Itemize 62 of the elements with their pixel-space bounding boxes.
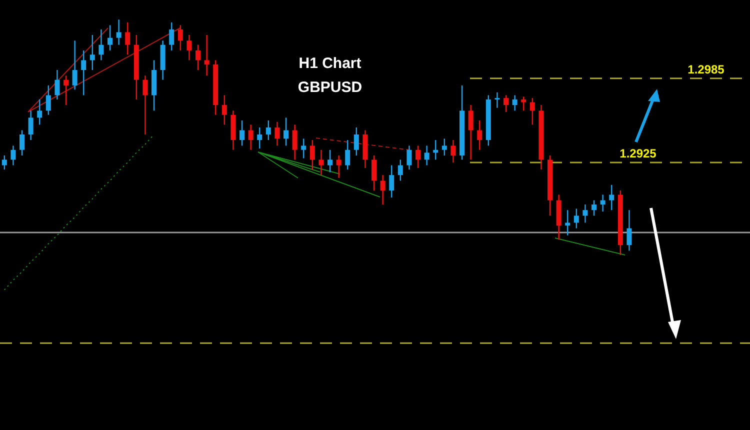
candlestick bbox=[28, 110, 34, 141]
candlestick bbox=[46, 84, 51, 116]
ref-line-label: 1.2925 bbox=[620, 146, 657, 160]
candlestick bbox=[2, 154, 7, 170]
candlestick bbox=[90, 34, 95, 71]
candlestick bbox=[292, 124, 298, 160]
candlestick bbox=[266, 120, 271, 141]
candlestick bbox=[204, 34, 210, 76]
candlestick bbox=[196, 44, 200, 71]
candlestick bbox=[318, 149, 324, 176]
candlestick bbox=[169, 22, 174, 52]
candlestick bbox=[416, 145, 420, 169]
candlestick bbox=[222, 94, 227, 126]
candlestick bbox=[424, 145, 430, 166]
candlestick bbox=[477, 120, 482, 150]
candlestick bbox=[64, 75, 68, 106]
text: GBPUSD bbox=[298, 79, 362, 96]
candlestick bbox=[512, 94, 518, 112]
candlestick bbox=[125, 22, 130, 56]
candlestick bbox=[468, 104, 474, 160]
candlestick bbox=[240, 120, 244, 146]
candlestick bbox=[504, 94, 508, 113]
candlestick bbox=[609, 184, 614, 211]
candlestick bbox=[248, 124, 254, 150]
candlestick bbox=[345, 139, 350, 170]
candlestick bbox=[354, 126, 359, 156]
candlestick bbox=[380, 174, 386, 206]
candlestick bbox=[442, 138, 447, 156]
candlestick bbox=[10, 145, 16, 166]
candlestick bbox=[310, 139, 315, 170]
candlestick bbox=[116, 19, 122, 46]
candlestick bbox=[398, 159, 403, 182]
candlestick bbox=[600, 194, 606, 212]
candlestick bbox=[406, 145, 412, 170]
candlestick bbox=[257, 126, 262, 150]
candlestick bbox=[108, 24, 112, 52]
candlestick bbox=[178, 24, 183, 52]
candlestick bbox=[72, 40, 78, 90]
candlestick bbox=[20, 130, 24, 156]
candlestick bbox=[494, 92, 500, 108]
candlestick bbox=[284, 117, 288, 146]
candlestick bbox=[81, 50, 86, 96]
candlestick bbox=[54, 69, 60, 100]
ref-line-label: 1.2985 bbox=[688, 62, 725, 76]
candlestick bbox=[336, 154, 342, 178]
candlestick bbox=[37, 98, 42, 126]
candlestick bbox=[186, 34, 192, 61]
candlestick bbox=[450, 139, 456, 164]
candlestick bbox=[301, 138, 306, 159]
candlestick bbox=[274, 121, 280, 146]
candlestick bbox=[98, 28, 104, 61]
candlestick bbox=[372, 154, 376, 192]
candlestick bbox=[389, 164, 394, 198]
candlestick bbox=[530, 97, 535, 126]
candlestick bbox=[582, 204, 588, 224]
candlestick bbox=[626, 210, 632, 252]
candlestick bbox=[328, 149, 332, 173]
candlestick bbox=[574, 208, 579, 229]
candlestick bbox=[565, 210, 570, 236]
candlestick bbox=[592, 200, 596, 216]
candlestick bbox=[142, 75, 148, 136]
text: H1 Chart bbox=[298, 55, 362, 72]
